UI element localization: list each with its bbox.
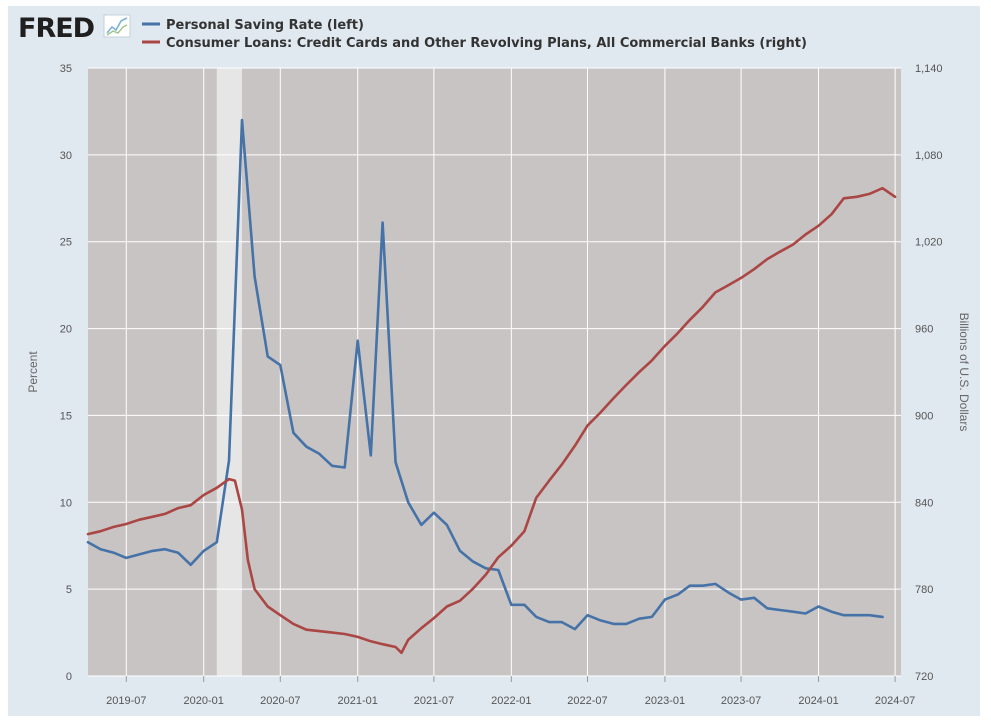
- x-tick-label: 2019-07: [106, 695, 146, 707]
- right-axis-ticks: 720 780 840 900 960 1,020 1,080 1,140: [915, 63, 943, 683]
- series-line-consumer-loans: [86, 186, 897, 655]
- left-tick-label: 30: [60, 150, 72, 162]
- left-tick-label: 20: [60, 324, 72, 336]
- x-tick-label: 2020-07: [260, 695, 300, 707]
- x-tick-label: 2021-01: [338, 695, 378, 707]
- left-tick-label: 10: [60, 497, 72, 509]
- x-tick-label: 2021-07: [414, 695, 454, 707]
- right-tick-label: 960: [915, 324, 933, 336]
- legend: Personal Saving Rate (left) Consumer Loa…: [142, 18, 807, 51]
- fred-logo-text: FRED: [18, 13, 94, 44]
- fred-logo-graph-icon: [103, 14, 131, 38]
- x-tick-label: 2020-01: [184, 695, 224, 707]
- right-tick-label: 840: [915, 497, 933, 509]
- chart-svg: FRED Personal Saving Rate (left) Consume…: [18, 13, 971, 707]
- right-axis-title: Billions of U.S. Dollars: [957, 313, 971, 432]
- series-layer: [86, 118, 897, 655]
- right-tick-label: 1,080: [915, 150, 943, 162]
- left-tick-label: 0: [66, 671, 72, 683]
- x-tick-label: 2022-07: [567, 695, 607, 707]
- right-tick-label: 1,140: [915, 63, 943, 75]
- left-tick-label: 15: [60, 410, 72, 422]
- left-tick-label: 5: [66, 584, 72, 596]
- left-tick-label: 35: [60, 63, 72, 75]
- right-tick-label: 900: [915, 410, 933, 422]
- legend-label-saving-rate: Personal Saving Rate (left): [166, 18, 364, 33]
- x-axis-ticks: 2019-07 2020-01 2020-07 2021-01 2021-07 2022-…: [106, 676, 915, 707]
- x-tick-label: 2022-01: [491, 695, 531, 707]
- left-tick-label: 25: [60, 237, 72, 249]
- grid-lines: [88, 67, 901, 677]
- x-tick-label: 2024-01: [798, 695, 838, 707]
- right-tick-label: 780: [915, 584, 933, 596]
- plot-area: [88, 68, 901, 676]
- left-axis-ticks: 0 5 10 15 20 25 30 35: [60, 63, 72, 683]
- right-tick-label: 1,020: [915, 237, 943, 249]
- series-line-saving-rate: [86, 118, 884, 631]
- legend-label-consumer-loans: Consumer Loans: Credit Cards and Other R…: [166, 36, 807, 51]
- x-tick-label: 2023-01: [645, 695, 685, 707]
- left-axis-title: Percent: [26, 351, 40, 393]
- right-tick-label: 720: [915, 671, 933, 683]
- x-tick-label: 2023-07: [721, 695, 761, 707]
- x-tick-label: 2024-07: [875, 695, 915, 707]
- fred-logo: FRED: [18, 13, 131, 44]
- chart-frame: FRED Personal Saving Rate (left) Consume…: [8, 6, 980, 716]
- recession-shade: [216, 68, 243, 676]
